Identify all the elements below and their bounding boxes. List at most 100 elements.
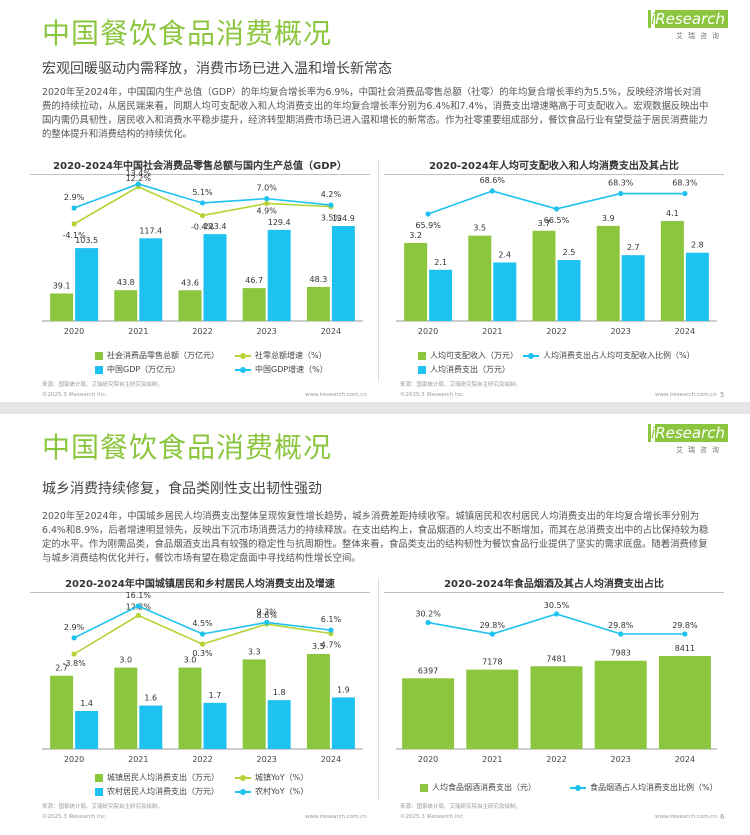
bar <box>178 667 202 749</box>
bar-value-label: 2.7 <box>627 243 640 252</box>
iresearch-logo: iResearch 艾瑞咨询 <box>648 10 728 44</box>
chart-title: 2020-2024年食品烟酒及其占人均消费支出占比 <box>444 579 664 590</box>
legend-label: 人均可支配收入（万元） <box>430 351 518 360</box>
source-note: 来源：国家统计局、艾瑞研究院自主研究及绘制。 <box>42 804 164 810</box>
bar <box>242 288 266 321</box>
page-number: 5 <box>720 391 725 399</box>
bar-value-label: 3.5 <box>312 642 325 651</box>
bar-value-label: 1.9 <box>337 685 350 694</box>
logo-sub: 艾瑞咨询 <box>676 32 724 40</box>
line-point <box>328 627 334 633</box>
legend-label: 城镇YoY（%） <box>255 773 309 782</box>
line-value-label: 12.2% <box>126 174 152 183</box>
x-tick-label: 2020 <box>64 755 84 764</box>
bar <box>267 229 291 321</box>
bar <box>596 225 620 321</box>
bar <box>306 654 330 749</box>
legend-line-marker <box>235 774 251 782</box>
line-point <box>553 206 560 212</box>
line-value-label: 68.3% <box>608 179 634 188</box>
bar <box>75 248 99 321</box>
line-point <box>199 631 206 637</box>
line-point <box>553 611 560 617</box>
bar-value-label: 3.5 <box>473 224 486 233</box>
bar <box>203 234 227 321</box>
logo-brand: iResearch <box>648 424 728 442</box>
bar-value-label: 2.1 <box>434 258 447 267</box>
line-point <box>135 181 141 187</box>
legend-swatch <box>420 783 428 792</box>
x-tick-label: 2024 <box>321 755 341 764</box>
chart-income-spending: 3.2 3.5 3.7 3.9 4.1 2.1 2.4 2.5 2.7 2.8 65.9% 68.6%… <box>396 176 717 336</box>
legend-swatch <box>95 773 103 782</box>
bar-value-label: 4.1 <box>666 209 679 218</box>
legend-label: 人均消费支出（万元） <box>430 365 510 374</box>
bar-value-label: 103.5 <box>75 236 98 245</box>
x-tick-label: 2024 <box>675 755 695 764</box>
legend-label: 社会消费品零售总额（万亿元） <box>107 351 219 360</box>
line-point <box>135 612 141 619</box>
x-tick-label: 2020 <box>418 327 438 336</box>
bar-value-label: 1.7 <box>209 691 222 700</box>
line-value-label: 7.0% <box>257 184 278 193</box>
x-tick-label: 2023 <box>257 327 277 336</box>
legend-item: 中国GDP增速（%） <box>235 364 328 375</box>
slide-body-text: 2020年至2024年，中国国内生产总值（GDP）的年均复合增长率为6.9%，中… <box>42 87 709 140</box>
bar-value-label: 43.6 <box>181 278 199 287</box>
legend-swatch <box>95 365 103 374</box>
line-value-label: 2.9% <box>64 623 85 632</box>
bar-value-label: 7481 <box>546 654 566 663</box>
line-point <box>682 190 688 197</box>
line-point <box>135 603 141 609</box>
bar <box>306 286 330 321</box>
chart-title-divider <box>30 174 370 175</box>
bar <box>532 230 556 321</box>
line-point <box>328 202 334 208</box>
x-tick-label: 2024 <box>675 327 695 336</box>
bar-value-label: 7983 <box>611 649 631 658</box>
chart-title: 2020-2024年中国城镇居民和乡村居民人均消费支出及增速 <box>65 579 335 590</box>
line-point <box>618 631 624 637</box>
chart-legend: 人均食品烟酒消费支出（元） 食品烟酒占人均消费支出比例（%） <box>420 782 720 798</box>
line-point <box>425 211 431 217</box>
legend-label: 农村YoY（%） <box>255 787 309 796</box>
legend-label: 社零总额增速（%） <box>255 351 327 360</box>
bar <box>402 678 455 749</box>
chart-divider <box>378 578 379 800</box>
chart-food-spending: 6397 7178 7481 7983 8411 30.2% 29.8% 30.5% 29.8%… <box>396 601 717 764</box>
chart-legend: 人均可支配收入（万元） 人均消费支出占人均可支配收入比例（%） 人均消费支出（万元） <box>418 350 718 378</box>
legend-item: 农村YoY（%） <box>235 786 308 797</box>
line-value-label: -0.4% <box>191 223 215 232</box>
legend-label: 中国GDP增速（%） <box>255 365 328 374</box>
chart-title-divider <box>384 592 724 593</box>
bar-value-label: 3.9 <box>602 214 615 223</box>
bar-value-label: 2.5 <box>563 248 576 257</box>
x-tick-label: 2021 <box>482 755 502 764</box>
chart-legend: 社会消费品零售总额（万亿元） 社零总额增速（%） 中国GDP（万亿元） 中国GDP增速… <box>95 350 355 378</box>
chart-gdp-retail: 39.1 43.8 43.6 46.7 48.3 103.5 117.4 123.4 129.4… <box>42 169 363 336</box>
slide-title: 中国餐饮食品消费概况 <box>42 17 333 50</box>
bar <box>139 705 163 749</box>
line-point <box>71 221 77 227</box>
legend-item: 社零总额增速（%） <box>235 350 327 361</box>
bar-value-label: 7178 <box>482 658 502 667</box>
source-note: 来源：国家统计局、艾瑞研究院自主研究及绘制。 <box>42 382 164 388</box>
line-value-label: -4.1% <box>62 231 86 240</box>
line-value-label: 9.3% <box>257 607 278 616</box>
bar <box>114 667 138 749</box>
logo-brand: iResearch <box>648 10 728 28</box>
legend-label: 人均食品烟酒消费支出（元） <box>432 783 536 792</box>
x-tick-label: 2022 <box>546 327 566 336</box>
bar <box>50 293 74 321</box>
iresearch-logo: iResearch 艾瑞咨询 <box>648 424 728 458</box>
legend-item: 食品烟酒占人均消费支出比例（%） <box>570 782 718 793</box>
line-value-label: 2.9% <box>64 193 85 202</box>
bar-value-label: 43.8 <box>117 278 135 287</box>
legend-line-marker <box>235 366 251 374</box>
legend-line-marker <box>523 352 539 360</box>
bar-value-label: 1.8 <box>273 688 286 697</box>
bar-value-label: 46.7 <box>245 276 263 285</box>
bar <box>621 255 645 321</box>
x-tick-label: 2023 <box>611 327 631 336</box>
slide-title: 中国餐饮食品消费概况 <box>42 431 333 464</box>
